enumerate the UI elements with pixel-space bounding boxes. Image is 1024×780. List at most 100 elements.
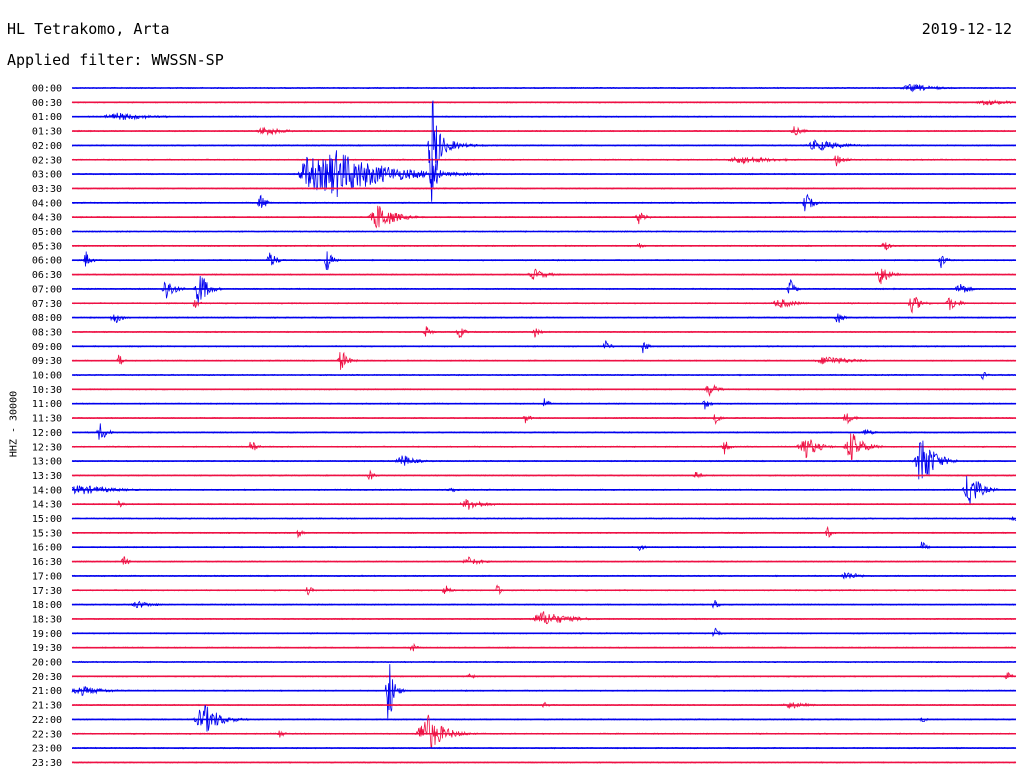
time-tick-label: 09:30	[32, 356, 62, 367]
time-tick-label: 22:00	[32, 715, 62, 726]
seismic-trace-2230	[71, 714, 1016, 750]
time-tick-label: 22:30	[32, 729, 62, 740]
seismic-trace-1630	[71, 556, 1017, 566]
time-tick-label: 11:30	[32, 414, 62, 425]
seismic-trace-0330	[71, 187, 1016, 190]
seismic-trace-0000	[71, 83, 1016, 93]
time-tick-label: 10:30	[32, 385, 62, 396]
seismic-trace-0100	[71, 112, 1017, 121]
time-tick-label: 05:00	[32, 227, 62, 238]
seismic-trace-1700	[71, 571, 1017, 580]
time-tick-label: 01:30	[32, 127, 62, 138]
seismic-trace-0430	[71, 205, 1017, 229]
time-tick-label: 08:30	[32, 327, 62, 338]
time-tick-label: 16:00	[32, 543, 62, 554]
seismic-trace-0300	[71, 150, 1017, 201]
time-tick-label: 10:00	[32, 371, 62, 382]
date-label: 2019-12-12	[921, 20, 1012, 38]
seismic-trace-1900	[71, 627, 1017, 638]
time-tick-label: 04:00	[32, 198, 62, 209]
seismic-trace-2330	[71, 761, 1017, 764]
seismic-trace-1130	[71, 413, 1017, 426]
seismic-trace-1600	[71, 541, 1017, 552]
seismic-trace-2300	[71, 746, 1017, 750]
filter-label: Applied filter: WWSSN-SP	[7, 51, 224, 69]
seismic-trace-1930	[71, 642, 1017, 652]
seismic-trace-0830	[71, 326, 1017, 338]
time-tick-label: 19:00	[32, 629, 62, 640]
time-tick-label: 14:30	[32, 500, 62, 511]
time-tick-label: 15:00	[32, 514, 62, 525]
time-tick-label: 23:00	[32, 744, 62, 755]
seismic-trace-0130	[71, 126, 1016, 136]
seismic-traces	[71, 83, 1017, 764]
seismic-trace-0530	[71, 242, 1017, 251]
time-tick-label: 07:30	[32, 299, 62, 310]
time-tick-label: 18:00	[32, 600, 62, 611]
seismic-trace-1230	[71, 433, 1017, 460]
seismic-trace-1800	[71, 599, 1017, 609]
station-title: HL Tetrakomo, Arta	[7, 20, 170, 38]
seismic-trace-1330	[71, 469, 1017, 481]
time-tick-label: 17:00	[32, 571, 62, 582]
seismic-trace-0930	[71, 351, 1017, 370]
seismic-trace-1200	[72, 423, 1017, 440]
time-tick-label: 05:30	[32, 241, 62, 252]
seismic-trace-1830	[71, 611, 1017, 625]
time-tick-label: 00:00	[32, 84, 62, 95]
time-tick-label: 12:00	[32, 428, 62, 439]
seismic-trace-1730	[71, 584, 1017, 596]
time-tick-label: 00:30	[32, 98, 62, 109]
time-tick-label: 16:30	[32, 557, 62, 568]
seismic-trace-0600	[71, 251, 1017, 271]
seismic-trace-1030	[71, 384, 1017, 397]
time-tick-label: 03:00	[32, 170, 62, 181]
time-tick-label: 06:00	[32, 256, 62, 267]
seismic-trace-0030	[71, 99, 1017, 106]
seismic-trace-1430	[72, 499, 1017, 510]
time-tick-label: 20:00	[32, 658, 62, 669]
time-tick-label: 08:00	[32, 313, 62, 324]
seismic-trace-0800	[71, 313, 1017, 324]
seismic-trace-2030	[71, 671, 1017, 680]
time-tick-label: 06:30	[32, 270, 62, 281]
time-tick-label: 11:00	[32, 399, 62, 410]
seismic-trace-1100	[71, 398, 1017, 410]
time-tick-label: 20:30	[32, 672, 62, 683]
time-tick-label: 12:30	[32, 442, 62, 453]
seismic-trace-0730	[71, 296, 1017, 314]
time-tick-label: 04:30	[32, 213, 62, 224]
seismic-trace-0200	[71, 100, 1016, 202]
time-tick-label: 21:00	[32, 686, 62, 697]
time-tick-label: 01:00	[32, 112, 62, 123]
time-tick-label: 02:30	[32, 155, 62, 166]
time-tick-label: 23:30	[32, 758, 62, 769]
seismic-trace-1500	[71, 516, 1017, 521]
seismic-trace-0630	[71, 268, 1017, 285]
time-tick-label: 15:30	[32, 528, 62, 539]
time-tick-label: 14:00	[32, 485, 62, 496]
time-tick-label: 18:30	[32, 614, 62, 625]
seismic-trace-1000	[71, 371, 1017, 381]
time-tick-labels: 00:00 00:30 01:00 01:30 02:00 02:30 03:00 03:30…	[32, 84, 62, 769]
seismic-trace-0230	[71, 155, 1017, 167]
seismic-trace-2130	[71, 701, 1017, 709]
time-tick-label: 19:30	[32, 643, 62, 654]
time-tick-label: 03:30	[32, 184, 62, 195]
seismic-trace-0400	[71, 193, 1017, 212]
seismic-trace-1300	[71, 440, 1017, 480]
time-tick-label: 13:00	[32, 457, 62, 468]
time-tick-label: 21:30	[32, 701, 62, 712]
time-tick-label: 02:00	[32, 141, 62, 152]
time-tick-label: 17:30	[32, 586, 62, 597]
time-tick-label: 09:00	[32, 342, 62, 353]
time-tick-label: 13:30	[32, 471, 62, 482]
seismic-trace-2200	[71, 705, 1017, 732]
seismic-trace-2100	[71, 664, 1017, 719]
seismic-trace-1400	[71, 475, 1017, 505]
seismic-trace-1530	[71, 525, 1017, 539]
seismic-trace-0700	[71, 275, 1017, 303]
seismic-trace-0500	[71, 230, 1017, 233]
seismic-trace-2000	[71, 660, 1017, 664]
